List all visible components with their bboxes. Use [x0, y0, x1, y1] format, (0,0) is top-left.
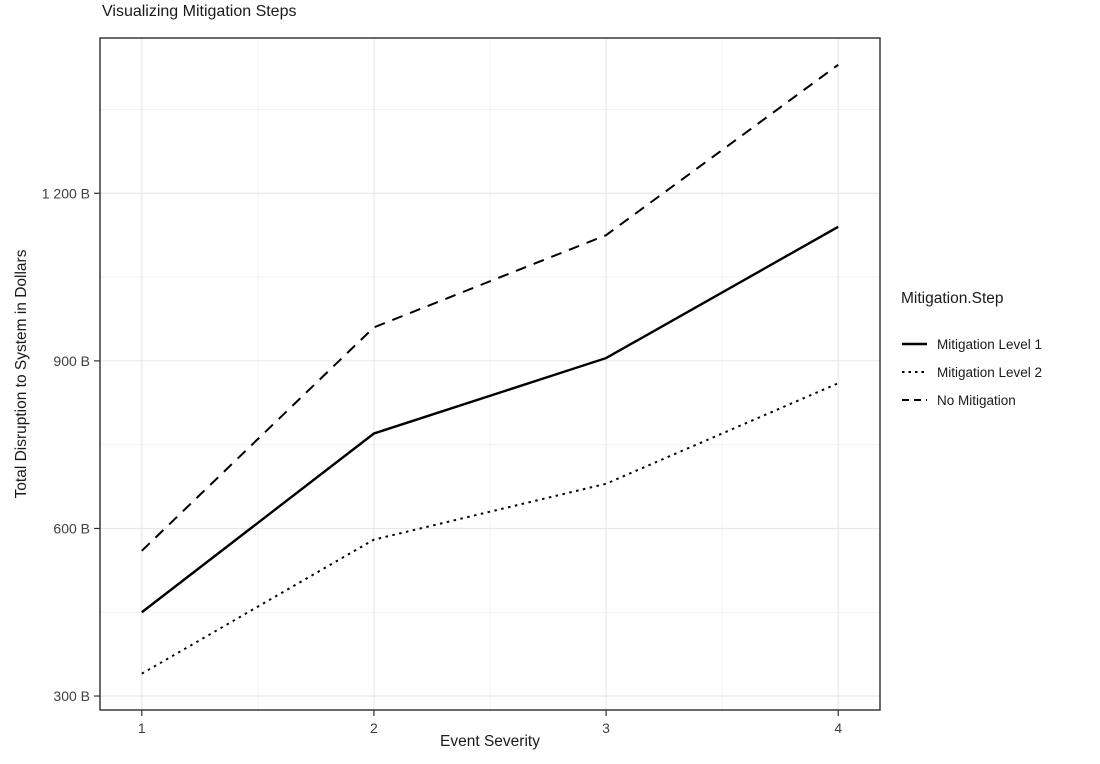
- legend-key-dashed-line-icon: [902, 399, 927, 401]
- axis-ticks: 1 2 3 4 300 B 600 B 900 B 1 200 B: [42, 185, 843, 736]
- x-tick-label: 2: [370, 720, 378, 736]
- series-lines: [141, 64, 839, 675]
- legend-item: Mitigation Level 1: [901, 330, 1096, 358]
- x-tick-label: 4: [834, 720, 842, 736]
- panel-border: [99, 37, 881, 711]
- y-tick-label: 300 B: [53, 688, 90, 704]
- legend: Mitigation.Step Mitigation Level 1 Mitiga…: [901, 290, 1096, 414]
- y-axis-title: Total Disruption to System in Dollars: [13, 249, 30, 499]
- legend-title: Mitigation.Step: [901, 290, 1004, 307]
- legend-item: No Mitigation: [901, 386, 1096, 414]
- chart-title: Visualizing Mitigation Steps: [102, 3, 297, 20]
- legend-key-solid-line-icon: [902, 342, 927, 346]
- gridlines-minor: [100, 38, 880, 710]
- series-line-solid: [141, 225, 839, 614]
- legend-item: Mitigation Level 2: [901, 358, 1096, 386]
- legend-items: Mitigation Level 1 Mitigation Level 2 No M…: [901, 330, 1096, 414]
- x-axis-title: Event Severity: [440, 733, 540, 750]
- y-tick-label: 900 B: [53, 353, 90, 369]
- legend-item-label: Mitigation Level 1: [937, 336, 1043, 352]
- legend-item-label: Mitigation Level 2: [937, 364, 1043, 380]
- x-tick-label: 3: [602, 720, 610, 736]
- y-tick-label: 600 B: [53, 520, 90, 536]
- series-line-dotted: [141, 382, 839, 675]
- legend-item-label: No Mitigation: [937, 392, 1016, 408]
- series-line-dashed: [141, 64, 839, 552]
- gridlines-major: [100, 38, 880, 710]
- x-tick-label: 1: [138, 720, 146, 736]
- legend-key-dotted-line-icon: [902, 371, 927, 373]
- y-tick-label: 1 200 B: [42, 185, 90, 201]
